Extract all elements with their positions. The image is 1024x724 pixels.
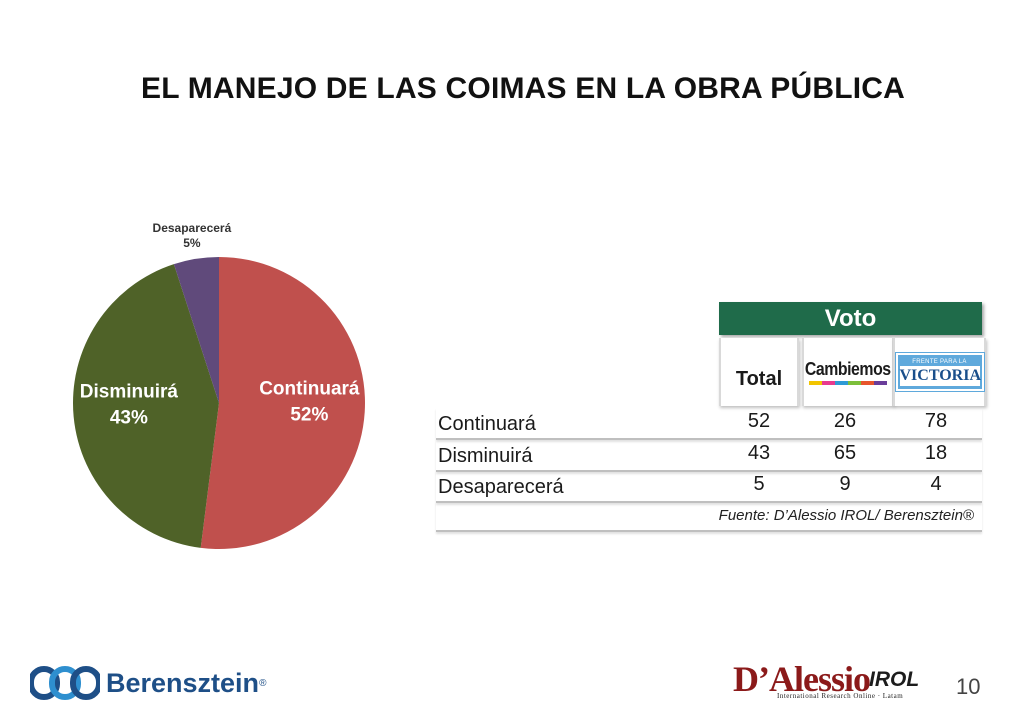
cell-total: 52 bbox=[747, 410, 771, 432]
column-header-cambiemos: Cambiemos bbox=[802, 338, 894, 406]
frente-para-la-victoria-logo: FRENTE PARA LA VICTORIA bbox=[894, 352, 985, 392]
row-label: Desaparecerá bbox=[438, 476, 564, 498]
table-row: Disminuirá 43 65 18 bbox=[436, 440, 982, 472]
dalessio-irol-logo: D’Alessio IROL International Research On… bbox=[733, 659, 920, 700]
page-number: 10 bbox=[956, 674, 981, 699]
berensztein-logo-icon bbox=[30, 666, 100, 700]
cell-cambiemos: 9 bbox=[839, 473, 851, 495]
table-row: Continuará 52 26 78 bbox=[436, 408, 982, 440]
page-title: EL MANEJO DE LAS COIMAS EN LA OBRA PÚBLI… bbox=[141, 72, 905, 105]
cell-cambiemos: 65 bbox=[833, 442, 857, 464]
pie-data-label: Continuará 52% bbox=[259, 379, 360, 426]
cambiemos-color-stripe bbox=[809, 381, 887, 385]
row-label: Disminuirá bbox=[438, 445, 533, 467]
row-label: Continuará bbox=[438, 413, 536, 435]
cell-cambiemos: 26 bbox=[833, 410, 857, 432]
column-header-total: Total bbox=[719, 338, 799, 406]
pie-slice-continuara bbox=[200, 257, 365, 549]
column-header-victoria: FRENTE PARA LA VICTORIA bbox=[893, 338, 986, 406]
cell-total: 5 bbox=[753, 473, 765, 495]
cambiemos-logo: Cambiemos bbox=[799, 359, 897, 385]
cell-victoria: 4 bbox=[930, 473, 942, 495]
pie-chart: Continuará 52% Disminuirá 43% Desaparecerá 5% bbox=[72, 221, 365, 549]
pie-slice-desaparecera bbox=[173, 257, 219, 403]
berensztein-logo: Berensztein ® bbox=[30, 666, 266, 700]
pie-data-label: Disminuirá 43% bbox=[80, 382, 179, 429]
cell-victoria: 18 bbox=[924, 442, 948, 464]
cell-total: 43 bbox=[747, 442, 771, 464]
pie-data-label: Desaparecerá 5% bbox=[153, 221, 232, 250]
cell-victoria: 78 bbox=[924, 410, 948, 432]
source-note: Fuente: D’Alessio IROL/ Berensztein® bbox=[436, 502, 982, 532]
voto-header: Voto bbox=[719, 302, 982, 335]
table-row: Desaparecerá 5 9 4 bbox=[436, 471, 982, 503]
pie-slice-disminuira bbox=[72, 264, 219, 548]
